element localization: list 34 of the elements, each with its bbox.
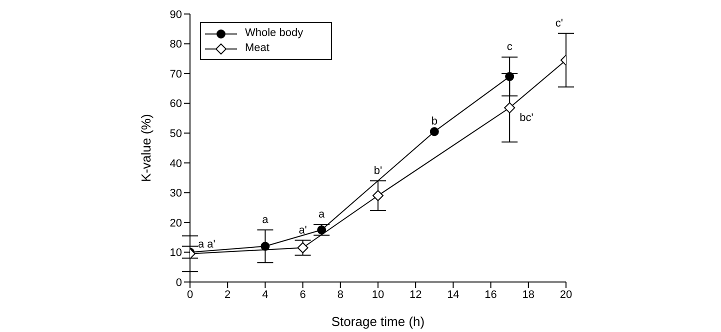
y-tick-label: 50 (170, 128, 182, 140)
y-tick-label: 40 (170, 158, 182, 170)
annotation: c (506, 41, 513, 54)
annotation: b' (374, 164, 382, 177)
x-tick-label: 8 (337, 288, 344, 301)
y-tick-label: 80 (170, 38, 182, 51)
x-tick-label: 16 (484, 288, 497, 301)
y-tick-label: 30 (170, 188, 182, 200)
x-tick-label: 6 (300, 288, 306, 301)
annotation: b (431, 116, 438, 128)
x-tick-label: 2 (224, 288, 231, 301)
annotation: a (262, 214, 270, 226)
y-axis-title: K-value (%) (138, 114, 154, 182)
annotation: a (318, 208, 326, 221)
y-tick-label: 70 (170, 68, 182, 80)
x-tick-label: 4 (262, 288, 268, 301)
y-tick-label: 90 (170, 8, 182, 21)
x-tick-label: 0 (186, 288, 194, 301)
x-tick-label: 10 (372, 288, 384, 301)
x-tick-label: 14 (447, 288, 460, 301)
x-tick-label: 20 (560, 288, 572, 301)
annotation: bc' (520, 112, 534, 124)
x-tick-label: 18 (522, 288, 535, 301)
annotation: a' (298, 224, 307, 236)
legend-label: Meat (245, 41, 270, 56)
y-tick-label: 0 (176, 276, 182, 289)
y-tick-label: 20 (170, 217, 182, 230)
x-axis-title: Storage time (h) (331, 314, 425, 329)
x-tick-label: 12 (409, 288, 422, 301)
annotation: c' (555, 17, 563, 30)
y-tick-label: 10 (170, 247, 182, 260)
legend-label: Whole body (245, 26, 304, 41)
annotation: a a' (198, 238, 216, 250)
y-tick-label: 60 (170, 98, 182, 110)
